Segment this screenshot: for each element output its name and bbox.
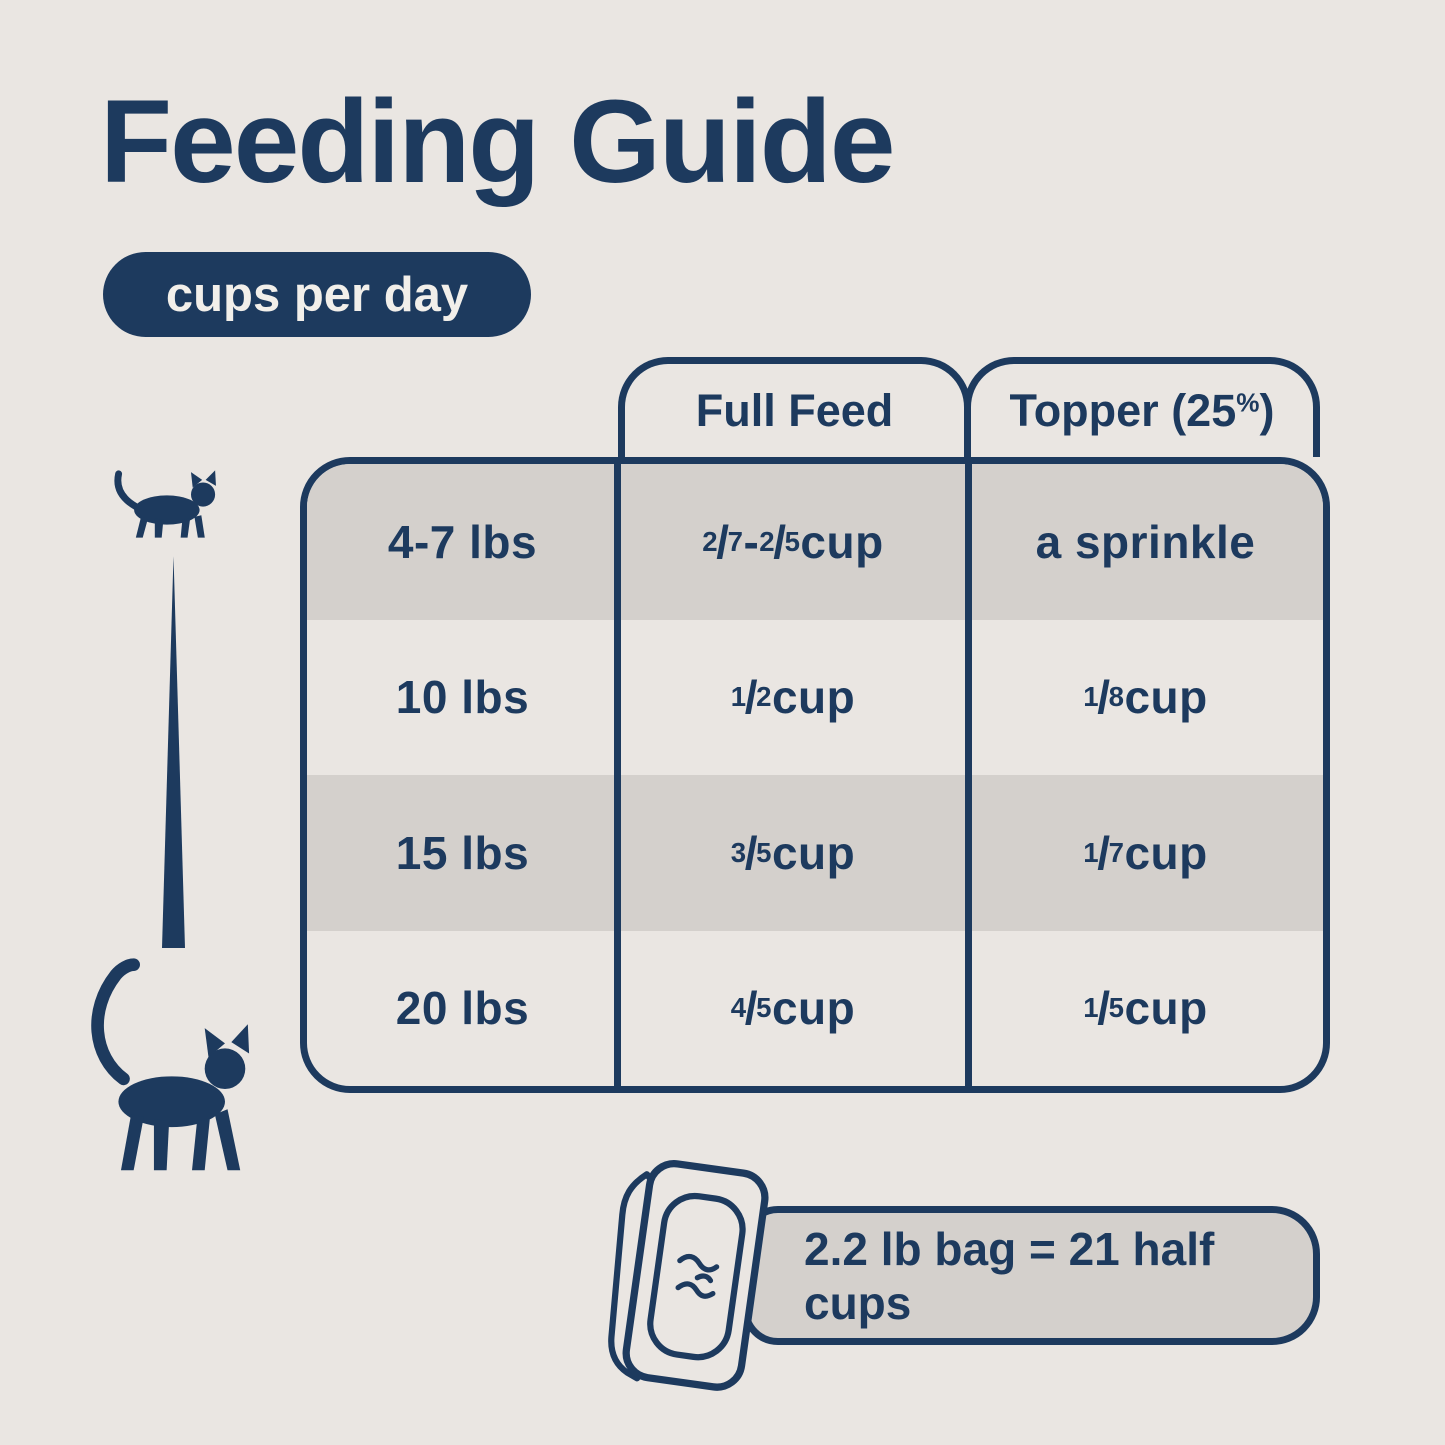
bag-yield-note: 2.2 lb bag = 21 half cups bbox=[804, 1222, 1215, 1329]
column-header-topper: Topper (25%) bbox=[964, 357, 1320, 457]
table-row: 15 lbs 3/5 cup 1/7 cup bbox=[307, 775, 1323, 931]
weight-cell: 15 lbs bbox=[395, 826, 530, 879]
small-cat-icon bbox=[110, 468, 222, 540]
cups-per-day-badge: cups per day bbox=[103, 252, 531, 337]
column-header-full-feed: Full Feed bbox=[618, 357, 971, 457]
large-cat-icon bbox=[80, 952, 252, 1174]
table-row: 4-7 lbs 2/7 - 2/5 cup a sprinkle bbox=[307, 464, 1323, 620]
topper-cell: 1/7 cup bbox=[1083, 826, 1208, 879]
topper-cell: 1/8 cup bbox=[1083, 671, 1208, 724]
food-bag-icon bbox=[582, 1140, 774, 1392]
cups-per-day-label: cups per day bbox=[165, 267, 469, 322]
topper-cell: a sprinkle bbox=[1035, 515, 1256, 568]
topper-label: Topper (25%) bbox=[1009, 384, 1275, 436]
full-feed-cell: 1/2 cup bbox=[730, 671, 856, 724]
topper-cell: 1/5 cup bbox=[1083, 982, 1208, 1035]
column-divider bbox=[614, 464, 621, 1086]
weight-cell: 4-7 lbs bbox=[387, 515, 538, 568]
full-feed-cell: 3/5 cup bbox=[730, 826, 856, 879]
bag-yield-pill: 2.2 lb bag = 21 half cups bbox=[742, 1206, 1320, 1345]
weight-taper-icon bbox=[162, 556, 185, 948]
full-feed-label: Full Feed bbox=[695, 384, 894, 436]
percent-superscript: % bbox=[1236, 387, 1260, 418]
weight-cell: 10 lbs bbox=[395, 671, 530, 724]
full-feed-cell: 4/5 cup bbox=[730, 982, 856, 1035]
table-row: 10 lbs 1/2 cup 1/8 cup bbox=[307, 620, 1323, 776]
weight-cell: 20 lbs bbox=[395, 982, 530, 1035]
table-row: 20 lbs 4/5 cup 1/5 cup bbox=[307, 931, 1323, 1087]
column-divider bbox=[965, 464, 972, 1086]
feeding-table: 4-7 lbs 2/7 - 2/5 cup a sprinkle 10 lbs … bbox=[300, 457, 1330, 1093]
full-feed-cell: 2/7 - 2/5 cup bbox=[702, 515, 884, 568]
page-title: Feeding Guide bbox=[100, 76, 895, 208]
